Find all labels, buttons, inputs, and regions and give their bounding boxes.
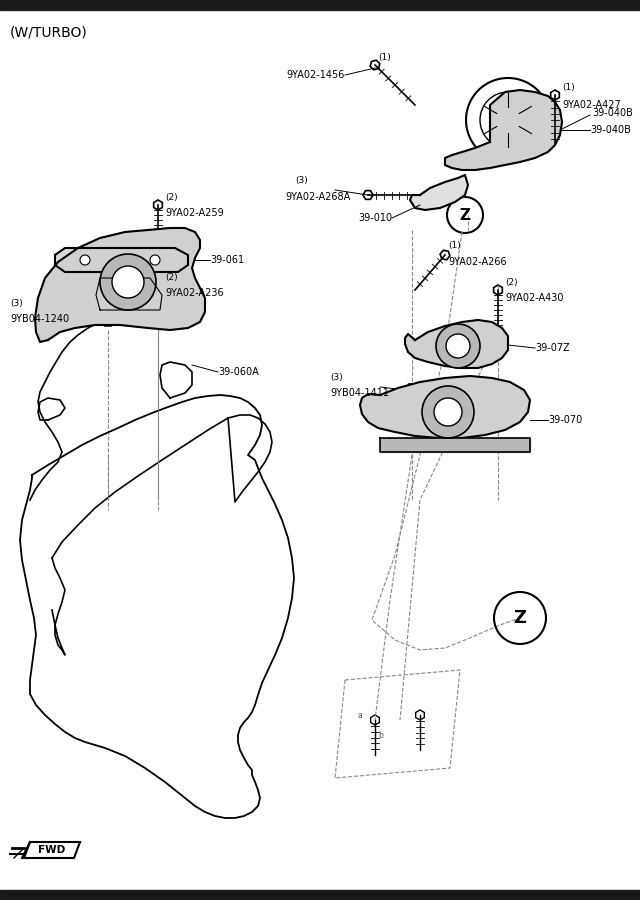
Text: 39-07Z: 39-07Z bbox=[535, 343, 570, 353]
Text: 39-061: 39-061 bbox=[210, 255, 244, 265]
Text: 39-040B: 39-040B bbox=[590, 125, 631, 135]
Text: 9YA02-A430: 9YA02-A430 bbox=[505, 293, 563, 303]
Circle shape bbox=[100, 254, 156, 310]
Text: (1): (1) bbox=[379, 53, 392, 62]
Text: 9YA02-A259: 9YA02-A259 bbox=[165, 208, 224, 218]
Text: (W/TURBO): (W/TURBO) bbox=[10, 25, 88, 39]
Text: (3): (3) bbox=[295, 176, 308, 185]
Text: (2): (2) bbox=[165, 193, 178, 202]
Text: FWD: FWD bbox=[38, 845, 66, 855]
Circle shape bbox=[446, 334, 470, 358]
Circle shape bbox=[496, 108, 520, 132]
Text: 9YA02-A268A: 9YA02-A268A bbox=[285, 192, 350, 202]
Text: (3): (3) bbox=[10, 299, 23, 308]
Text: a: a bbox=[358, 711, 363, 720]
Text: (2): (2) bbox=[165, 273, 178, 282]
Polygon shape bbox=[380, 438, 530, 452]
Text: 9YA02-A427: 9YA02-A427 bbox=[562, 100, 621, 110]
Text: 39-010: 39-010 bbox=[358, 213, 392, 223]
Polygon shape bbox=[35, 228, 205, 342]
Polygon shape bbox=[55, 248, 188, 272]
Text: (1): (1) bbox=[448, 241, 461, 250]
Text: 39-060A: 39-060A bbox=[218, 367, 259, 377]
Text: Z: Z bbox=[513, 609, 527, 627]
Circle shape bbox=[434, 398, 462, 426]
Polygon shape bbox=[360, 376, 530, 438]
Text: 9YB04-1240: 9YB04-1240 bbox=[10, 314, 69, 324]
Text: 9YA02-A266: 9YA02-A266 bbox=[448, 257, 507, 267]
Text: 39-070: 39-070 bbox=[548, 415, 582, 425]
Bar bbox=[0, 0, 640, 10]
Text: (3): (3) bbox=[330, 373, 343, 382]
Circle shape bbox=[150, 255, 160, 265]
Polygon shape bbox=[445, 90, 562, 170]
Text: (1): (1) bbox=[562, 83, 575, 92]
Bar bbox=[0, 890, 640, 900]
Text: 9YA02-1456: 9YA02-1456 bbox=[287, 70, 345, 80]
Circle shape bbox=[422, 386, 474, 438]
Circle shape bbox=[112, 266, 144, 298]
Polygon shape bbox=[405, 320, 508, 368]
Text: b: b bbox=[378, 731, 383, 740]
Text: Z: Z bbox=[460, 208, 470, 222]
Polygon shape bbox=[410, 175, 468, 210]
Text: 9YB04-1411: 9YB04-1411 bbox=[330, 388, 389, 398]
Circle shape bbox=[436, 324, 480, 368]
Text: 9YA02-A236: 9YA02-A236 bbox=[165, 288, 223, 298]
Text: 39-040B: 39-040B bbox=[592, 108, 633, 118]
Text: (2): (2) bbox=[505, 278, 518, 287]
Circle shape bbox=[80, 255, 90, 265]
